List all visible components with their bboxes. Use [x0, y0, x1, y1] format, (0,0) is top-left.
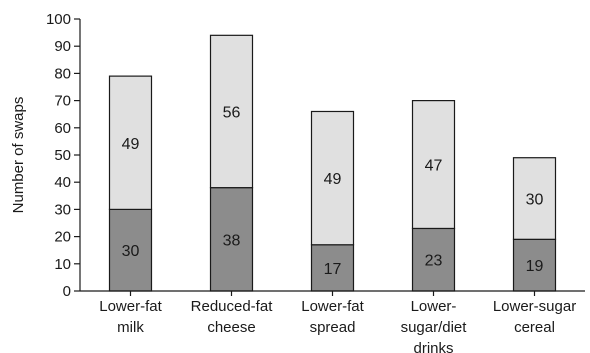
y-tick-label: 30	[54, 201, 71, 218]
y-tick-label: 80	[54, 65, 71, 82]
y-tick-label: 10	[54, 256, 71, 273]
y-tick-label: 70	[54, 93, 71, 110]
y-tick-label: 50	[54, 147, 71, 164]
x-axis: Lower-fat milk Reduced-fat cheese Lower-fat s…	[80, 290, 585, 353]
bar-segment-upper	[310, 110, 355, 246]
bar-value-label: 56	[223, 104, 241, 121]
y-tick-label: 90	[54, 38, 71, 55]
y-axis: 0 10 20 30 40 50 60 70 80 90 100	[46, 11, 81, 300]
x-category-label: Lower-sugar	[493, 298, 576, 315]
bar-segment-lower	[108, 208, 153, 292]
bar-value-label: 38	[223, 232, 241, 249]
x-category-label: Lower-fat	[301, 298, 364, 315]
bar-segment-lower	[411, 227, 456, 292]
y-tick-label: 0	[63, 283, 71, 300]
bar-segment-upper	[411, 99, 456, 230]
y-tick-label: 20	[54, 229, 71, 246]
bar-value-label: 49	[122, 136, 140, 153]
bar-value-label: 19	[526, 258, 544, 275]
y-axis-title: Number of swaps	[10, 97, 27, 214]
y-tick-label: 60	[54, 120, 71, 137]
y-tick-label: 40	[54, 174, 71, 191]
bar-value-label: 17	[324, 261, 342, 278]
y-tick-label: 100	[46, 11, 71, 28]
x-category-label: cheese	[207, 319, 255, 336]
bar-value-label: 49	[324, 171, 342, 188]
bar-segment-upper	[512, 157, 557, 240]
bar-value-label: 47	[425, 158, 443, 175]
bar-segment-upper	[209, 34, 254, 189]
x-category-label: spread	[310, 319, 356, 336]
bar-segment-upper	[108, 75, 153, 211]
bar-value-label: 30	[526, 192, 544, 209]
x-category-label: milk	[117, 319, 144, 336]
x-category-label: drinks	[413, 340, 453, 353]
x-category-label: Lower-fat	[99, 298, 162, 315]
x-category-label: sugar/diet	[401, 319, 468, 336]
x-category-label: Lower-	[411, 298, 457, 315]
x-category-label: Reduced-fat	[191, 298, 274, 315]
bar-value-label: 30	[122, 243, 140, 260]
bars: 30 49 38 56 17 49 23 47 19 30	[108, 34, 557, 292]
bar-value-label: 23	[425, 253, 443, 270]
x-category-label: cereal	[514, 319, 555, 336]
